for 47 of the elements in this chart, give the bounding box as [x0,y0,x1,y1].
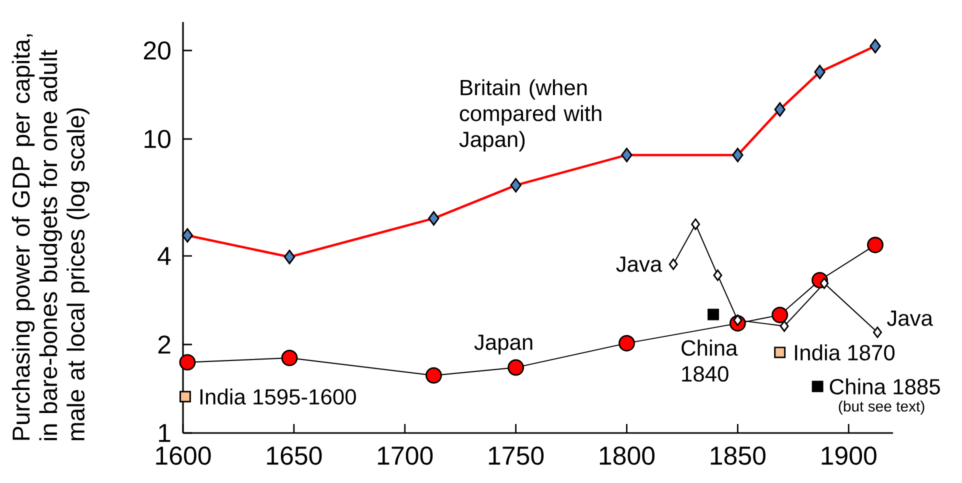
point [179,354,196,371]
series-label: China 1840 [682,340,738,382]
y-tick-label: 10 [144,130,170,148]
series-label: Britain (when compared with Japan) [459,79,602,152]
point [872,326,882,338]
point [281,350,298,366]
point [867,236,884,254]
annotation: (but see text) [838,400,924,415]
series-label: India 1595-1600 [200,388,356,405]
point [668,258,678,270]
y-tick-label: 2 [158,335,170,354]
point [814,64,826,80]
point [812,380,824,392]
point [508,359,524,376]
x-tick-label: 1850 [710,446,766,465]
x-tick-label: 1750 [488,446,544,465]
series-label: India 1870 [795,344,895,360]
point [713,270,722,281]
point [510,178,522,193]
text: Java [887,310,933,326]
x-tick-label: 1700 [378,446,433,465]
point [621,148,632,162]
point [774,346,786,358]
point [428,211,440,226]
x-tick-label: 1900 [822,446,876,465]
point [426,367,442,384]
series-label: China 1885 [830,378,940,394]
point [774,102,786,117]
y-tick-label: 4 [158,247,171,265]
y-tick-label: 20 [144,41,170,60]
x-tick-label: 1600 [156,446,211,465]
series-label: Japan [474,334,532,354]
y-tick-label: 1 [159,424,170,442]
x-tick-label: 1650 [267,446,322,465]
point [284,250,296,264]
point [732,148,744,162]
point [618,335,635,352]
point [708,308,720,320]
point [179,390,191,402]
x-tick-label: 1800 [600,446,655,465]
series-label: Java [616,256,662,272]
point [691,218,700,230]
point [870,38,881,54]
point [780,320,789,332]
y-axis-title: Purchasing power of GDP per capita, in bare-bones budgets for one adult male at local prices (log scale) [12,34,90,440]
point [772,306,788,324]
point [182,228,194,243]
